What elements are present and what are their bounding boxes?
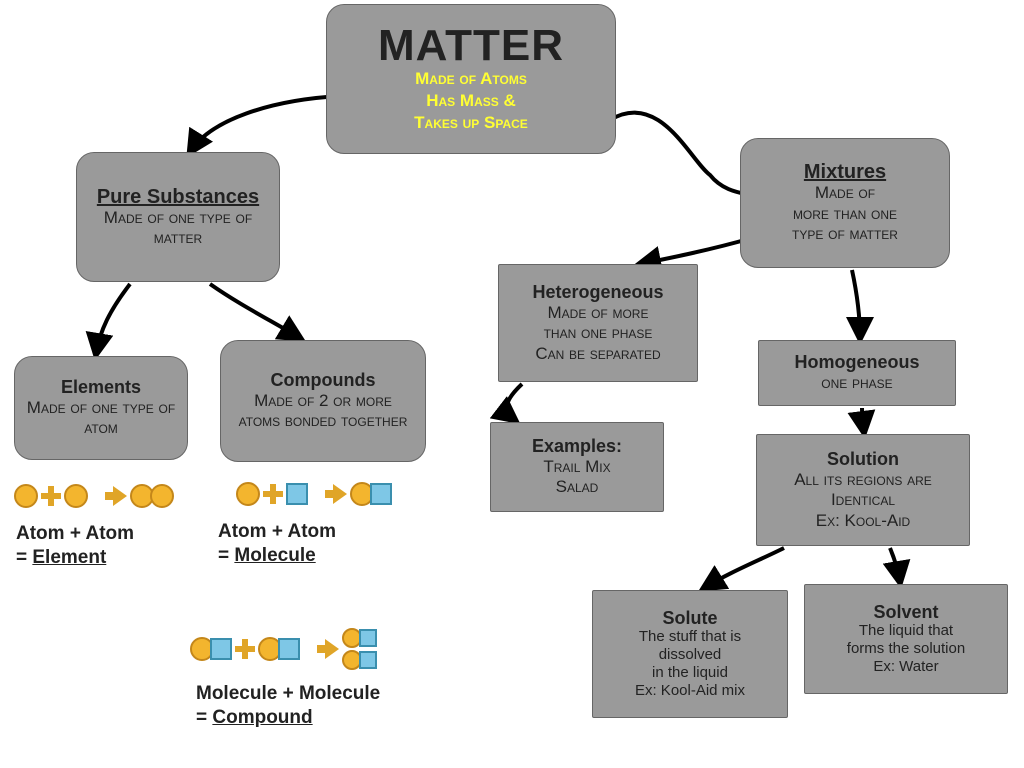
atom-blue-icon [286, 483, 308, 505]
node-elements: Elements Made of one type of atom [14, 356, 188, 460]
mc-u: Compound [212, 707, 312, 728]
plus-icon [235, 639, 255, 659]
ae-u: Element [32, 547, 106, 568]
atom-gold-icon [236, 482, 260, 506]
label-atom-element: Atom + Atom = Element [16, 522, 134, 570]
sol-b1: All its regions are [794, 470, 932, 490]
solute-b4: Ex: Kool-Aid mix [635, 682, 745, 700]
node-matter: MATTER Made of Atoms Has Mass & Takes up… [326, 4, 616, 154]
eq-compound-icons [190, 628, 377, 670]
pure-body: Made of one type of matter [87, 208, 269, 249]
matter-sub1: Made of Atoms [415, 68, 527, 90]
arrow-right-icon [333, 484, 347, 504]
node-mixtures: Mixtures Made of more than one type of m… [740, 138, 950, 268]
ae-prefix: = [16, 547, 32, 568]
eq-element-icons [14, 484, 174, 508]
atom-gold-icon [14, 484, 38, 508]
elements-body: Made of one type of atom [25, 398, 177, 439]
solvent-b3: Ex: Water [873, 658, 938, 676]
mc-prefix: = [196, 707, 212, 728]
ex-b1: Trail Mix [543, 457, 610, 477]
ex-title: Examples: [532, 436, 622, 457]
solvent-b1: The liquid that [859, 622, 953, 640]
hom-title: Homogeneous [794, 352, 919, 373]
het-title: Heterogeneous [532, 282, 663, 303]
solute-b3: in the liquid [652, 664, 728, 682]
molecule-pair-icon [350, 482, 392, 506]
molecule-pair-icon [258, 637, 300, 661]
matter-sub2: Has Mass & [426, 90, 516, 112]
atom-gold-icon [64, 484, 88, 508]
node-heterogeneous: Heterogeneous Made of more than one phas… [498, 264, 698, 382]
mixtures-title: Mixtures [804, 161, 886, 183]
label-atom-molecule: Atom + Atom = Molecule [218, 520, 336, 568]
am-prefix: = [218, 545, 234, 566]
mixtures-b2: more than one [793, 204, 897, 224]
mixtures-b1: Made of [815, 183, 875, 203]
node-solution: Solution All its regions are Identical E… [756, 434, 970, 546]
mc-line1: Molecule + Molecule [196, 683, 380, 704]
solute-b2: dissolved [659, 646, 722, 664]
sol-b2: Identical [831, 490, 895, 510]
molecule-pair-icon [190, 637, 232, 661]
arrow-right-icon [325, 639, 339, 659]
am-line1: Atom + Atom [218, 521, 336, 542]
node-solvent: Solvent The liquid that forms the soluti… [804, 584, 1008, 694]
matter-title: MATTER [378, 24, 564, 68]
het-b3: Can be separated [535, 344, 660, 364]
mixtures-b3: type of matter [792, 224, 898, 244]
am-u: Molecule [234, 545, 315, 566]
sol-title: Solution [827, 449, 899, 470]
matter-sub3: Takes up Space [414, 112, 528, 134]
node-examples: Examples: Trail Mix Salad [490, 422, 664, 512]
node-solute: Solute The stuff that is dissolved in th… [592, 590, 788, 718]
solute-title: Solute [662, 608, 717, 629]
het-b1: Made of more [548, 303, 649, 323]
node-homogeneous: Homogeneous one phase [758, 340, 956, 406]
pure-title: Pure Substances [97, 186, 259, 208]
node-pure-substances: Pure Substances Made of one type of matt… [76, 152, 280, 282]
elements-title: Elements [61, 377, 141, 398]
ae-line1: Atom + Atom [16, 523, 134, 544]
element-pair-icon [130, 484, 174, 508]
arrow-right-icon [113, 486, 127, 506]
label-mol-compound: Molecule + Molecule = Compound [196, 682, 380, 730]
plus-icon [263, 484, 283, 504]
compounds-title: Compounds [271, 370, 376, 391]
ex-b2: Salad [556, 477, 599, 497]
node-compounds: Compounds Made of 2 or more atoms bonded… [220, 340, 426, 462]
solute-b1: The stuff that is [639, 628, 741, 646]
hom-body: one phase [821, 373, 892, 393]
eq-molecule-icons [236, 482, 392, 506]
sol-b3: Ex: Kool-Aid [816, 511, 910, 531]
plus-icon [41, 486, 61, 506]
het-b2: than one phase [544, 323, 653, 343]
compounds-body: Made of 2 or more atoms bonded together [231, 391, 415, 432]
solvent-b2: forms the solution [847, 640, 965, 658]
solvent-title: Solvent [873, 602, 938, 623]
compound-stack-icon [342, 628, 377, 670]
